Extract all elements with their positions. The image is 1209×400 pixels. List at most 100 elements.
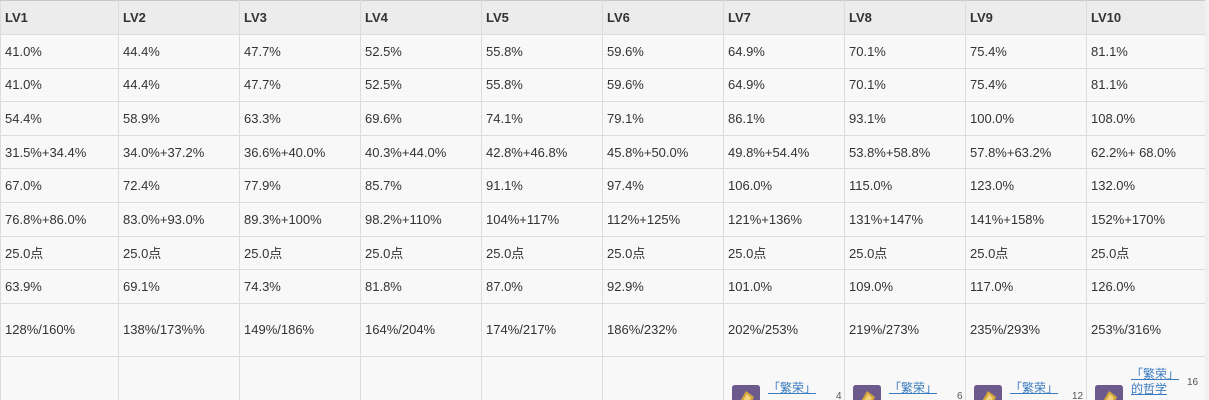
table-cell: 106.0% <box>723 168 845 203</box>
material-row: 「繁荣」 4 「繁荣」 6 「繁荣」 12 「繁荣」 的哲学 16 <box>0 355 1209 400</box>
table-cell: 92.9% <box>602 269 724 304</box>
book-icon[interactable] <box>732 384 760 400</box>
table-cell: 49.8%+54.4% <box>723 134 845 170</box>
table-cell: 55.8% <box>481 34 603 69</box>
material-cell: 「繁荣」 6 <box>844 355 966 400</box>
table-cell: 25.0点 <box>118 235 240 271</box>
table-cell: 132.0% <box>1086 168 1209 203</box>
table-cell: 81.1% <box>1086 67 1209 103</box>
table-cell: 47.7% <box>239 34 361 69</box>
table-cell: 121%+136% <box>723 201 845 237</box>
table-cell: 75.4% <box>965 67 1087 103</box>
material-count: 6 <box>957 390 963 400</box>
table-cell: 235%/293% <box>965 302 1087 357</box>
table-cell: 131%+147% <box>844 201 966 237</box>
material-link[interactable]: 「繁荣」 <box>768 380 817 395</box>
table-cell: 164%/204% <box>360 302 482 357</box>
table-cell: 149%/186% <box>239 302 361 357</box>
level-header-2: LV2 <box>118 0 240 35</box>
table-row: 31.5%+34.4% 34.0%+37.2% 36.6%+40.0% 40.3%+4… <box>0 134 1209 170</box>
material-cell <box>0 355 119 400</box>
level-header-3: LV3 <box>239 0 361 35</box>
table-cell: 44.4% <box>118 67 240 103</box>
table-cell: 202%/253% <box>723 302 845 357</box>
level-header-1: LV1 <box>0 0 119 35</box>
table-cell: 59.6% <box>602 34 724 69</box>
table-cell: 59.6% <box>602 67 724 103</box>
table-row: 76.8%+86.0% 83.0%+93.0% 89.3%+100% 98.2%+11… <box>0 201 1209 237</box>
table-cell: 85.7% <box>360 168 482 203</box>
material-cell: 「繁荣」 的哲学 16 <box>1086 355 1209 400</box>
material-count: 12 <box>1072 390 1084 400</box>
table-cell: 128%/160% <box>0 302 119 357</box>
table-row: 54.4% 58.9% 63.3% 69.6% 74.1% 79.1% 86.1% 93.1%… <box>0 101 1209 136</box>
table-cell: 25.0点 <box>360 235 482 271</box>
table-cell: 115.0% <box>844 168 966 203</box>
level-header-7: LV7 <box>723 0 845 35</box>
table-row: 67.0% 72.4% 77.9% 85.7% 91.1% 97.4% 106.0% 115.… <box>0 168 1209 203</box>
material-link[interactable]: 「繁荣」 的哲学 <box>1131 366 1180 396</box>
material-count: 4 <box>836 390 842 400</box>
table-cell: 25.0点 <box>723 235 845 271</box>
material-cell: 「繁荣」 12 <box>965 355 1087 400</box>
material-link[interactable]: 「繁荣」 <box>1010 380 1059 395</box>
table-cell: 67.0% <box>0 168 119 203</box>
table-cell: 63.9% <box>0 269 119 304</box>
table-cell: 31.5%+34.4% <box>0 134 119 170</box>
table-row: 128%/160% 138%/173%% 149%/186% 164%/204% 174… <box>0 302 1209 357</box>
table-row: 63.9% 69.1% 74.3% 81.8% 87.0% 92.9% 101.0% 109.… <box>0 269 1209 304</box>
table-cell: 123.0% <box>965 168 1087 203</box>
table-cell: 41.0% <box>0 34 119 69</box>
table-cell: 104%+117% <box>481 201 603 237</box>
book-icon[interactable] <box>853 384 881 400</box>
table-cell: 81.1% <box>1086 34 1209 69</box>
table-cell: 44.4% <box>118 34 240 69</box>
table-cell: 25.0点 <box>602 235 724 271</box>
table-cell: 100.0% <box>965 101 1087 136</box>
table-cell: 45.8%+50.0% <box>602 134 724 170</box>
table-cell: 25.0点 <box>239 235 361 271</box>
table-cell: 25.0点 <box>0 235 119 271</box>
table-row: 41.0% 44.4% 47.7% 52.5% 55.8% 59.6% 64.9% 70.1%… <box>0 34 1209 69</box>
table-cell: 63.3% <box>239 101 361 136</box>
table-cell: 79.1% <box>602 101 724 136</box>
material-cell <box>602 355 724 400</box>
table-cell: 70.1% <box>844 67 966 103</box>
material-cell <box>481 355 603 400</box>
material-cell <box>239 355 361 400</box>
table-cell: 52.5% <box>360 67 482 103</box>
material-count: 16 <box>1187 376 1199 388</box>
scrollbar[interactable] <box>1205 0 1209 400</box>
table-cell: 64.9% <box>723 34 845 69</box>
table-cell: 89.3%+100% <box>239 201 361 237</box>
level-header-6: LV6 <box>602 0 724 35</box>
table-cell: 112%+125% <box>602 201 724 237</box>
table-cell: 34.0%+37.2% <box>118 134 240 170</box>
table-cell: 77.9% <box>239 168 361 203</box>
table-cell: 42.8%+46.8% <box>481 134 603 170</box>
table-cell: 93.1% <box>844 101 966 136</box>
book-icon[interactable] <box>974 384 1002 400</box>
table-cell: 40.3%+44.0% <box>360 134 482 170</box>
table-cell: 41.0% <box>0 67 119 103</box>
table-row: 25.0点 25.0点 25.0点 25.0点 25.0点 25.0点 25.0点 25.0点… <box>0 235 1209 271</box>
table-cell: 62.2%+ 68.0% <box>1086 134 1209 170</box>
table-cell: 83.0%+93.0% <box>118 201 240 237</box>
table-cell: 101.0% <box>723 269 845 304</box>
material-link[interactable]: 「繁荣」 <box>889 380 938 395</box>
book-icon[interactable] <box>1095 384 1123 400</box>
table-cell: 70.1% <box>844 34 966 69</box>
material-cell: 「繁荣」 4 <box>723 355 845 400</box>
table-cell: 57.8%+63.2% <box>965 134 1087 170</box>
table-cell: 47.7% <box>239 67 361 103</box>
material-cell <box>360 355 482 400</box>
table-cell: 25.0点 <box>481 235 603 271</box>
table-cell: 141%+158% <box>965 201 1087 237</box>
table-cell: 55.8% <box>481 67 603 103</box>
table-cell: 64.9% <box>723 67 845 103</box>
level-header-9: LV9 <box>965 0 1087 35</box>
table-cell: 74.1% <box>481 101 603 136</box>
level-header-10: LV10 <box>1086 0 1209 35</box>
material-cell <box>118 355 240 400</box>
